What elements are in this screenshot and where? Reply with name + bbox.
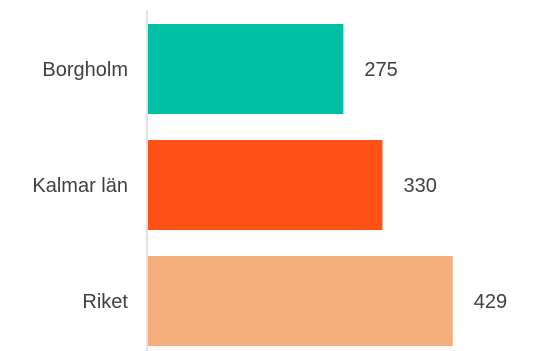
category-label-riket: Riket [82, 291, 128, 313]
bar-riket [148, 256, 453, 346]
value-label-riket: 429 [474, 291, 507, 313]
category-label-borgholm: Borgholm [42, 59, 128, 81]
value-label-borgholm: 275 [364, 59, 397, 81]
category-labels-group: Borgholm Kalmar län Riket [32, 59, 128, 313]
category-label-kalmar-l-n: Kalmar län [32, 175, 128, 197]
value-label-kalmar-l-n: 330 [403, 175, 436, 197]
bar-borgholm [148, 24, 344, 114]
bars-group [148, 24, 453, 346]
value-labels-group: 275 330 429 [364, 59, 507, 313]
bar-kalmar-l-n [148, 140, 383, 230]
